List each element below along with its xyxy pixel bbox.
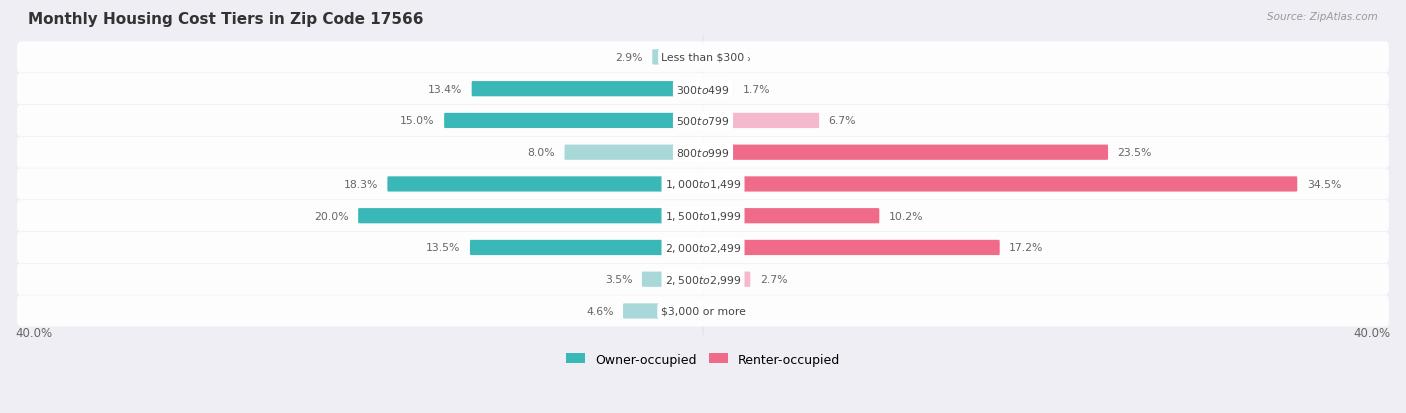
Text: 0.16%: 0.16% [716, 53, 751, 63]
FancyBboxPatch shape [17, 74, 1389, 105]
FancyBboxPatch shape [565, 145, 704, 160]
Text: 15.0%: 15.0% [401, 116, 434, 126]
Text: 4.6%: 4.6% [586, 306, 613, 316]
FancyBboxPatch shape [702, 114, 820, 129]
FancyBboxPatch shape [702, 82, 733, 97]
FancyBboxPatch shape [17, 169, 1389, 200]
FancyBboxPatch shape [652, 50, 704, 65]
Text: 10.2%: 10.2% [889, 211, 924, 221]
Text: 40.0%: 40.0% [15, 326, 52, 339]
Text: 3.5%: 3.5% [605, 275, 633, 285]
FancyBboxPatch shape [702, 145, 1108, 160]
FancyBboxPatch shape [702, 209, 879, 224]
Text: 23.5%: 23.5% [1118, 148, 1152, 158]
FancyBboxPatch shape [702, 240, 1000, 256]
FancyBboxPatch shape [623, 304, 704, 319]
Text: $1,500 to $1,999: $1,500 to $1,999 [665, 210, 741, 223]
Text: $1,000 to $1,499: $1,000 to $1,499 [665, 178, 741, 191]
Text: 2.9%: 2.9% [616, 53, 643, 63]
FancyBboxPatch shape [702, 50, 707, 65]
Text: 8.0%: 8.0% [527, 148, 555, 158]
Text: 17.2%: 17.2% [1010, 243, 1043, 253]
Text: 6.7%: 6.7% [828, 116, 856, 126]
FancyBboxPatch shape [17, 42, 1389, 74]
Text: 2.7%: 2.7% [759, 275, 787, 285]
FancyBboxPatch shape [643, 272, 704, 287]
Text: 34.5%: 34.5% [1306, 180, 1341, 190]
Text: $300 to $499: $300 to $499 [676, 83, 730, 95]
Text: $800 to $999: $800 to $999 [676, 147, 730, 159]
FancyBboxPatch shape [470, 240, 704, 256]
FancyBboxPatch shape [17, 233, 1389, 263]
Text: 40.0%: 40.0% [1354, 326, 1391, 339]
FancyBboxPatch shape [702, 177, 1298, 192]
FancyBboxPatch shape [17, 264, 1389, 295]
FancyBboxPatch shape [702, 272, 751, 287]
FancyBboxPatch shape [17, 137, 1389, 169]
FancyBboxPatch shape [471, 82, 704, 97]
Text: 1.7%: 1.7% [742, 85, 770, 95]
Text: 13.4%: 13.4% [427, 85, 463, 95]
Text: Source: ZipAtlas.com: Source: ZipAtlas.com [1267, 12, 1378, 22]
Text: $2,500 to $2,999: $2,500 to $2,999 [665, 273, 741, 286]
Text: $2,000 to $2,499: $2,000 to $2,499 [665, 241, 741, 254]
Text: 13.5%: 13.5% [426, 243, 461, 253]
Text: Less than $300: Less than $300 [661, 53, 745, 63]
Text: 0.0%: 0.0% [713, 306, 741, 316]
FancyBboxPatch shape [17, 106, 1389, 137]
FancyBboxPatch shape [359, 209, 704, 224]
FancyBboxPatch shape [444, 114, 704, 129]
Text: 20.0%: 20.0% [314, 211, 349, 221]
Text: Monthly Housing Cost Tiers in Zip Code 17566: Monthly Housing Cost Tiers in Zip Code 1… [28, 12, 423, 27]
Text: $3,000 or more: $3,000 or more [661, 306, 745, 316]
Text: $500 to $799: $500 to $799 [676, 115, 730, 127]
Text: 18.3%: 18.3% [343, 180, 378, 190]
Legend: Owner-occupied, Renter-occupied: Owner-occupied, Renter-occupied [561, 348, 845, 370]
FancyBboxPatch shape [388, 177, 704, 192]
FancyBboxPatch shape [17, 296, 1389, 327]
FancyBboxPatch shape [17, 201, 1389, 232]
